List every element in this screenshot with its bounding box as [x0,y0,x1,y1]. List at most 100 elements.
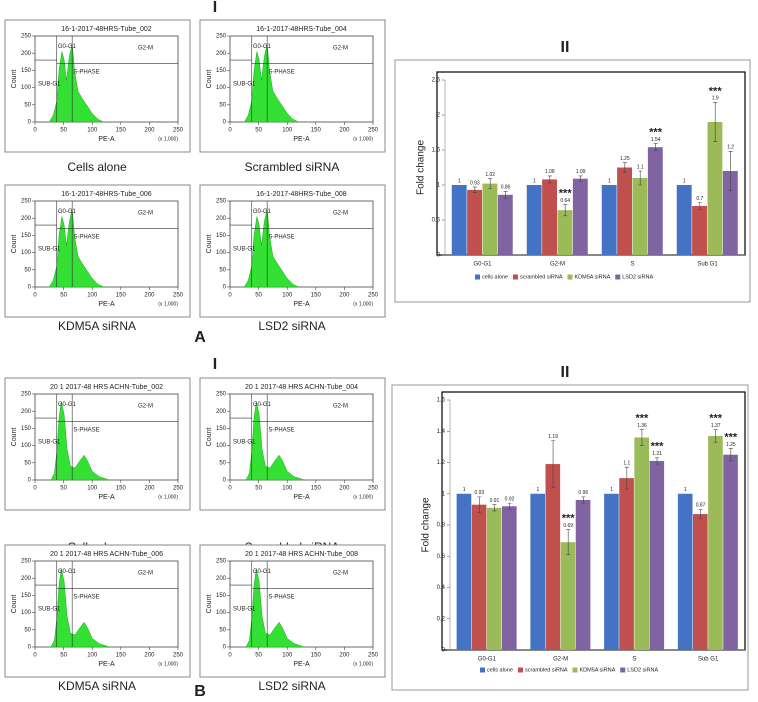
y-tick-label: 0.2 [437,616,446,622]
legend-label: LSD2 siRNA [622,274,653,280]
error-bar [507,502,512,510]
x-tick-label: Sub G1 [697,262,718,268]
y-tick-label: 0 [442,648,446,654]
bar [617,167,632,255]
legend-swatch [518,667,523,673]
flow-plot-title: 20 1 2017-48 HRS ACHN-Tube_006 [50,551,163,558]
gate-label: G0-G1 [253,402,272,408]
value-label: 1 [610,487,613,493]
value-label: 1.25 [620,156,630,162]
y-tick-label: 1.5 [432,148,441,154]
flow-plot-area [229,200,374,288]
x-tick-label: 50 [255,486,262,492]
significance-mark: *** [649,127,663,139]
y-tick-label: 200 [216,216,227,222]
flow-plot-frame [4,19,191,153]
gate-label: G0-G1 [58,402,77,408]
flow-plot-area [34,200,179,288]
gate-label: S-PHASE [73,70,99,76]
chart-title: II [561,364,570,381]
error-bar [472,186,477,193]
error-bar [713,102,718,142]
y-tick-label: 250 [216,34,227,40]
x-axis-unit: (x 1,000) [158,136,178,142]
gate-label: S-PHASE [268,595,294,601]
y-tick-label: 200 [21,51,32,57]
x-tick-label: 150 [116,486,127,492]
chart-frame [394,59,751,303]
flow-plot-title: 16-1-2017-48HRS-Tube_004 [256,26,347,33]
x-tick-label: 200 [144,293,155,299]
bar [692,206,707,255]
value-label: 1.9 [712,96,719,102]
y-tick-label: 0 [223,285,227,291]
x-tick-label: 0 [33,653,37,659]
y-axis-label: Count [11,428,18,447]
x-tick-label: G2-M [550,262,565,268]
y-tick-label: 250 [216,392,227,398]
x-tick-label: 150 [311,486,322,492]
x-axis-unit: (x 1,000) [158,301,178,307]
error-bar [622,162,627,173]
x-tick-label: 150 [311,653,322,659]
value-label: 1 [537,487,540,493]
legend-swatch [480,667,485,673]
bar [601,185,617,255]
value-label: 1.2 [727,145,734,151]
x-axis-label: PE-A [293,661,310,668]
gate-label: SUB-G1 [38,247,61,253]
y-tick-label: 100 [21,250,32,256]
y-tick-label: 200 [216,51,227,57]
significance-mark: *** [636,413,650,425]
x-tick-label: 100 [87,293,98,299]
y-tick-label: 1.2 [437,460,446,466]
y-tick-label: 50 [219,460,226,466]
x-tick-label: 50 [60,486,67,492]
histogram [245,568,305,648]
significance-mark: *** [709,413,723,425]
gate-label: G2-M [333,211,348,217]
x-axis-label: PE-A [98,136,115,143]
legend-label: KDM5A siRNA [574,274,610,280]
x-tick-label: 0 [33,486,37,492]
y-axis-label: Count [206,70,213,89]
bar [649,460,665,650]
value-label: 1 [684,487,687,493]
x-tick-label: 150 [311,293,322,299]
y-tick-label: 0 [28,478,32,484]
bar [572,178,588,255]
x-tick-label: 100 [87,653,98,659]
value-label: 0.93 [474,490,484,496]
bar [708,435,723,650]
x-axis-label: PE-A [293,136,310,143]
value-label: 1.02 [485,172,495,178]
gate-label: G2-M [138,46,153,52]
value-label: 0.64 [560,198,570,204]
x-tick-label: 200 [144,486,155,492]
y-tick-label: 150 [21,233,32,239]
error-bar [477,496,482,513]
x-axis-label: PE-A [98,301,115,308]
value-label: 1 [458,178,461,184]
y-tick-label: 1.4 [437,429,446,435]
x-axis-label: PE-A [98,661,115,668]
gate-label: G0-G1 [58,569,77,575]
value-label: 1 [463,487,466,493]
gate-label: S-PHASE [268,235,294,241]
panel-label: I [213,0,217,16]
bar [693,514,708,650]
significance-mark: *** [651,441,665,453]
x-tick-label: G2-M [553,657,568,663]
y-tick-label: 200 [216,409,227,415]
y-tick-label: 50 [219,102,226,108]
gate-label: G2-M [138,211,153,217]
bar [632,178,648,255]
x-tick-label: 50 [60,293,67,299]
y-tick-label: 50 [24,102,31,108]
y-tick-label: 200 [216,576,227,582]
error-bar [639,429,644,446]
value-label: 1.37 [711,423,721,429]
bar [471,504,487,650]
bar [467,189,482,255]
y-axis-label: Fold change [421,497,432,552]
